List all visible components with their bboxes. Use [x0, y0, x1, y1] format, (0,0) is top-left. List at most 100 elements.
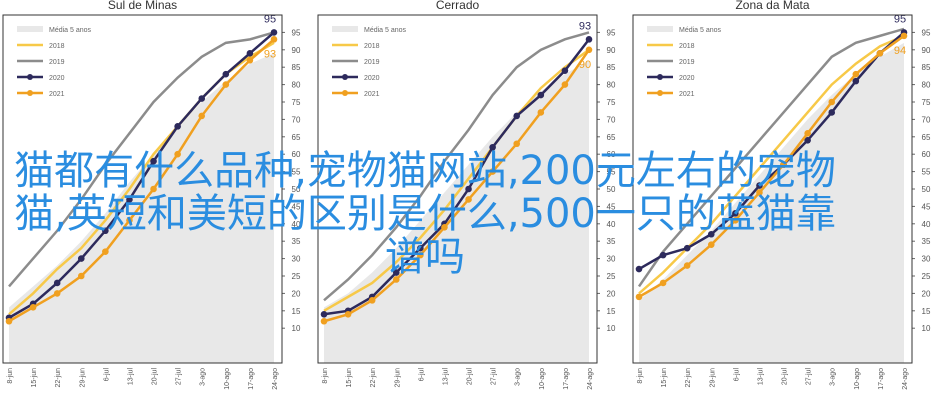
- marker: [756, 182, 763, 189]
- y-tick-label: 85: [292, 63, 301, 72]
- y-tick-label: 60: [607, 150, 616, 159]
- marker: [270, 36, 278, 43]
- marker: [222, 81, 230, 88]
- marker: [222, 70, 230, 78]
- plot-frame: [317, 14, 598, 364]
- y-tick-label: 50: [922, 185, 931, 194]
- y-tick-label: 45: [292, 202, 301, 211]
- y-tick-label: 90: [607, 46, 616, 55]
- line: [638, 34, 905, 295]
- area: [9, 53, 274, 363]
- y-tick-label: 25: [922, 272, 931, 281]
- x-tick-label: 3-ago: [200, 368, 207, 386]
- end-label: 93: [264, 48, 276, 60]
- y-tick-label: 85: [607, 63, 616, 72]
- legend-label: 2018: [679, 43, 695, 50]
- x-tick-label: 6-jul: [103, 368, 110, 382]
- y-tick-label: 50: [292, 185, 301, 194]
- overlay-text: 猫都有什么品种,宠物猫网站,200元左右的宠物猫,英短和美短的区别是什么,500…: [14, 148, 836, 280]
- y-tick-label: 95: [607, 28, 616, 37]
- legend-marker: [342, 74, 348, 80]
- x-tick-label: 10-ago: [539, 368, 546, 390]
- y-tick-label: 85: [922, 63, 931, 72]
- y-tick-label: 65: [292, 133, 301, 142]
- marker: [756, 189, 763, 196]
- marker: [659, 279, 667, 287]
- marker: [5, 317, 13, 325]
- y-tick-label: 10: [292, 324, 301, 333]
- legend-label: 2020: [49, 75, 65, 82]
- marker: [465, 185, 472, 193]
- end-label: 93: [579, 20, 591, 32]
- marker: [441, 223, 448, 231]
- y-tick-label: 25: [292, 272, 301, 281]
- y-tick-label: 90: [922, 46, 931, 55]
- marker: [53, 290, 61, 297]
- y-tick-label: 40: [292, 220, 301, 229]
- y-tick-label: 40: [922, 220, 931, 229]
- line: [8, 31, 275, 288]
- marker: [368, 297, 376, 304]
- y-tick-label: 30: [607, 255, 616, 264]
- x-tick-label: 20-jul: [782, 368, 789, 386]
- x-tick-label: 6-jul: [418, 368, 425, 382]
- x-tick-label: 20-jul: [152, 368, 159, 386]
- marker: [561, 81, 569, 88]
- marker: [270, 29, 278, 36]
- x-tick-label: 13-jul: [442, 368, 449, 386]
- marker: [635, 293, 643, 301]
- legend-label: 2019: [364, 59, 380, 66]
- y-tick-label: 35: [292, 237, 301, 246]
- x-tick-label: 15-jun: [661, 368, 668, 388]
- y-tick-label: 80: [292, 81, 301, 90]
- marker: [392, 276, 400, 283]
- y-tick-label: 45: [922, 202, 931, 211]
- marker: [29, 304, 37, 311]
- marker: [246, 49, 254, 57]
- marker: [585, 46, 593, 54]
- legend-marker: [27, 74, 33, 80]
- legend-swatch: [647, 26, 673, 32]
- y-tick-label: 80: [607, 81, 616, 90]
- legend-marker: [657, 90, 663, 96]
- y-tick-label: 25: [607, 272, 616, 281]
- y-tick-label: 40: [607, 220, 616, 229]
- x-tick-label: 29-jun: [79, 368, 86, 388]
- x-tick-label: 15-jun: [346, 368, 353, 388]
- x-tick-label: 22-jun: [370, 368, 377, 388]
- marker: [174, 123, 181, 130]
- legend-label: 2020: [364, 75, 380, 82]
- marker: [537, 109, 545, 116]
- marker: [417, 244, 424, 252]
- area: [639, 42, 904, 364]
- marker: [732, 210, 739, 217]
- y-tick-label: 55: [292, 168, 301, 177]
- marker: [852, 77, 860, 85]
- y-tick-label: 15: [292, 307, 301, 316]
- chart-title: Zona da Mata: [735, 0, 809, 12]
- x-tick-label: 27-jul: [806, 368, 813, 386]
- marker: [465, 196, 472, 203]
- marker: [102, 248, 109, 255]
- marker: [150, 185, 157, 193]
- marker: [828, 109, 836, 116]
- y-tick-label: 70: [292, 115, 301, 124]
- legend-label: Média 5 anos: [364, 27, 407, 34]
- line: [323, 31, 590, 302]
- marker: [320, 310, 328, 318]
- marker: [804, 130, 811, 137]
- marker: [126, 217, 133, 224]
- x-tick-label: 10-ago: [854, 368, 861, 390]
- marker: [513, 112, 521, 120]
- y-tick-label: 60: [922, 150, 931, 159]
- y-tick-label: 65: [922, 133, 931, 142]
- y-tick-label: 65: [607, 133, 616, 142]
- line: [323, 38, 590, 316]
- legend-label: Média 5 anos: [49, 27, 92, 34]
- y-tick-label: 70: [922, 115, 931, 124]
- x-tick-label: 27-jul: [491, 368, 498, 386]
- marker: [198, 95, 206, 102]
- x-tick-label: 29-jun: [394, 368, 401, 388]
- x-tick-label: 17-ago: [563, 368, 570, 390]
